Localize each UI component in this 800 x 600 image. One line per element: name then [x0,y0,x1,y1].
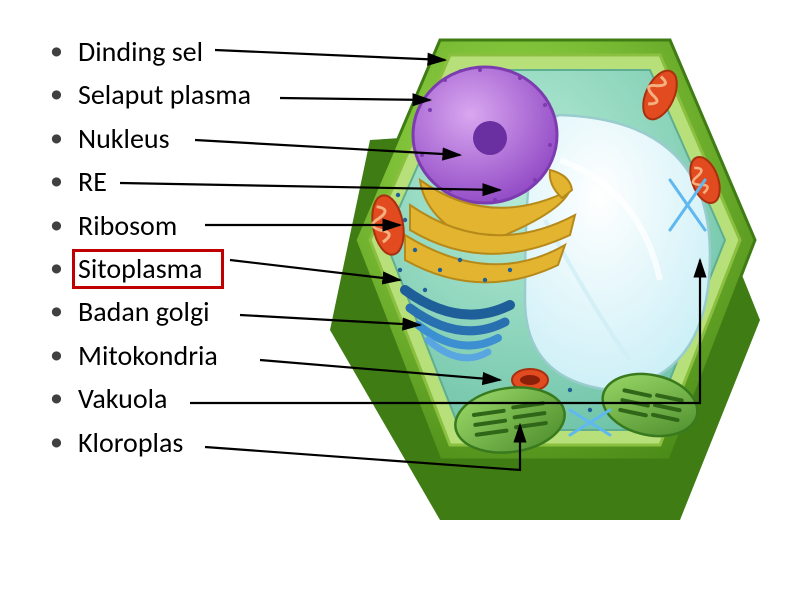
cell-svg [310,20,780,580]
label-sitoplasma: Sitoplasma [50,247,251,290]
organelle-label-list: Dinding sel Selaput plasma Nukleus RE Ri… [50,30,251,464]
label-badan-golgi: Badan golgi [50,290,251,333]
label-dinding-sel: Dinding sel [50,30,251,73]
plant-cell-diagram [310,20,780,580]
label-ribosom: Ribosom [50,204,251,247]
label-mitokondria: Mitokondria [50,334,251,377]
label-kloroplas: Kloroplas [50,421,251,464]
label-vakuola: Vakuola [50,377,251,420]
nucleolus [473,121,507,155]
label-nukleus: Nukleus [50,117,251,160]
label-re: RE [50,160,251,203]
label-selaput-plasma: Selaput plasma [50,73,251,116]
